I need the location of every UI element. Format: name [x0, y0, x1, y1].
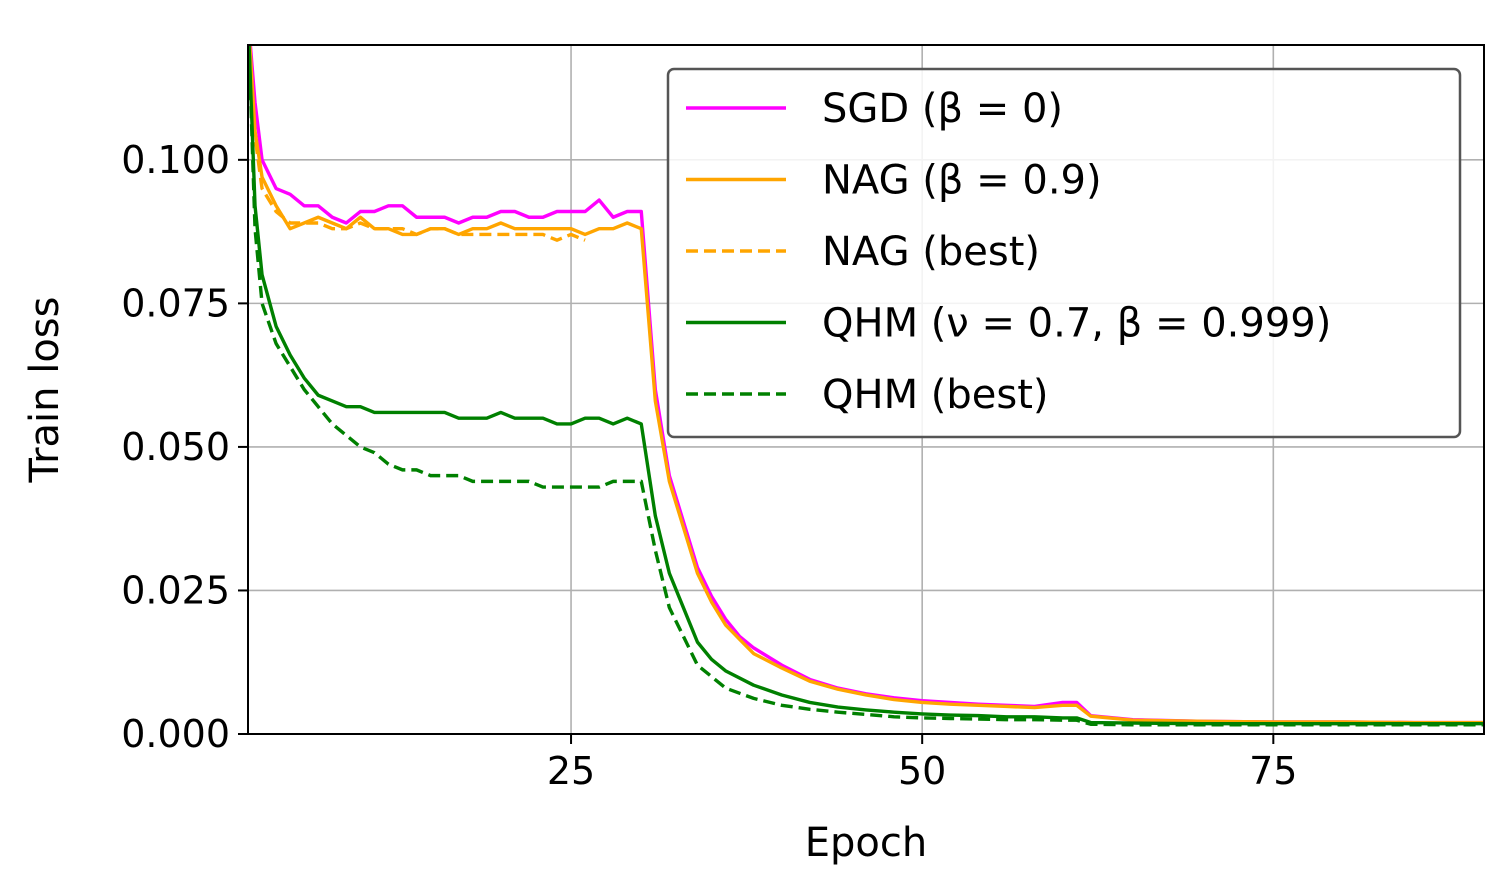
legend-label: NAG (best): [822, 229, 1040, 275]
y-tick-label: 0.100: [121, 138, 230, 182]
legend-box: [666, 67, 1462, 439]
y-axis-label: Train loss: [22, 297, 68, 484]
x-tick-label: 50: [898, 749, 946, 793]
y-tick-label: 0.025: [121, 568, 230, 612]
plot-area: [248, 45, 1484, 727]
legend-label: QHM (best): [822, 372, 1049, 418]
x-tick-label: 75: [1249, 749, 1297, 793]
legend-label: NAG (β = 0.9): [822, 158, 1102, 204]
y-tick-label: 0.075: [121, 281, 230, 325]
y-tick-label: 0.000: [121, 712, 230, 756]
legend-label: SGD (β = 0): [822, 86, 1063, 132]
axes-frame: [247, 44, 1485, 735]
series-line-3: [248, 45, 586, 242]
legend-label: QHM (ν = 0.7, β = 0.999): [822, 301, 1331, 347]
x-tick-label: 25: [547, 749, 595, 793]
series-line-2: [248, 45, 1484, 725]
y-tick-label: 0.050: [121, 425, 230, 469]
series-line-4: [248, 45, 1484, 726]
ticks: 25 50 75 0.000 0.025 0.050 0.075 0.100: [121, 138, 1297, 793]
x-axis-label: Epoch: [805, 820, 927, 866]
legend: SGD (β = 0) NAG (β = 0.9) NAG (best) QHM (ν…: [666, 67, 1462, 439]
